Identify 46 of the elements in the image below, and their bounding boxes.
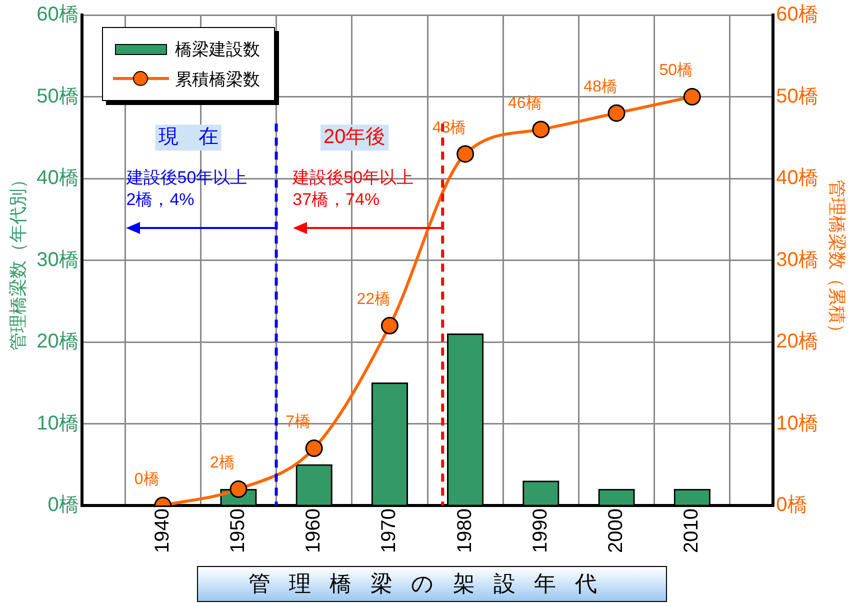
- data-label: 50橋: [659, 61, 694, 80]
- y-axis-title: 管理橋梁数（年代別）: [8, 170, 28, 350]
- x-tick-label: 1990: [529, 508, 552, 554]
- x-tick-label: 2010: [680, 508, 703, 554]
- data-label: 22橋: [356, 290, 391, 308]
- legend-label: 橋梁建設数: [174, 38, 260, 60]
- y2-tick-label: 0橋: [776, 494, 808, 516]
- point: [683, 88, 701, 106]
- data-label: 2橋: [210, 454, 235, 472]
- y2-tick-label: 30橋: [776, 248, 818, 271]
- y2-tick-label: 40橋: [776, 167, 818, 190]
- point: [608, 104, 626, 122]
- y-tick-label: 10橋: [36, 412, 79, 434]
- y-tick-label: 20橋: [36, 330, 79, 353]
- x-tick-label: 1960: [302, 508, 325, 554]
- data-label: 46橋: [508, 94, 542, 112]
- x-tick-label: 1950: [226, 508, 249, 554]
- y-tick-label: 40橋: [36, 167, 79, 190]
- x-tick-label: 1980: [454, 508, 476, 554]
- ref-line-label: 20年後: [323, 126, 386, 148]
- point: [532, 120, 550, 138]
- point: [305, 440, 323, 458]
- y2-tick-label: 10橋: [776, 412, 818, 434]
- y2-axis-title: 管理橋梁数（累積）: [827, 179, 848, 342]
- annotation: 建設後50年以上 2橋，4%: [125, 168, 248, 209]
- y-tick-label: 60橋: [36, 4, 79, 26]
- ref-line-label: 現 在: [158, 126, 218, 148]
- y-tick-label: 30橋: [36, 248, 79, 271]
- y2-tick-label: 60橋: [776, 4, 818, 26]
- point: [380, 316, 398, 334]
- data-label: 0橋: [134, 470, 160, 488]
- x-axis-title: 管理橋梁の架設年代: [197, 566, 667, 602]
- y-tick-label: 0橋: [48, 494, 79, 516]
- y-tick-label: 50橋: [36, 85, 79, 108]
- y2-tick-label: 20橋: [776, 330, 818, 353]
- x-tick-label: 2000: [605, 508, 628, 554]
- data-label: 7橋: [286, 412, 311, 431]
- point: [230, 480, 248, 498]
- legend-label: 累積橋梁数: [174, 68, 260, 90]
- annotation: 建設後50年以上 37橋，74%: [292, 168, 414, 209]
- data-label: 43橋: [432, 118, 466, 136]
- data-label: 48橋: [584, 78, 618, 96]
- point: [456, 145, 474, 163]
- x-tick-label: 1940: [151, 508, 174, 554]
- x-tick-label: 1970: [378, 508, 400, 554]
- y2-tick-label: 50橋: [776, 85, 818, 108]
